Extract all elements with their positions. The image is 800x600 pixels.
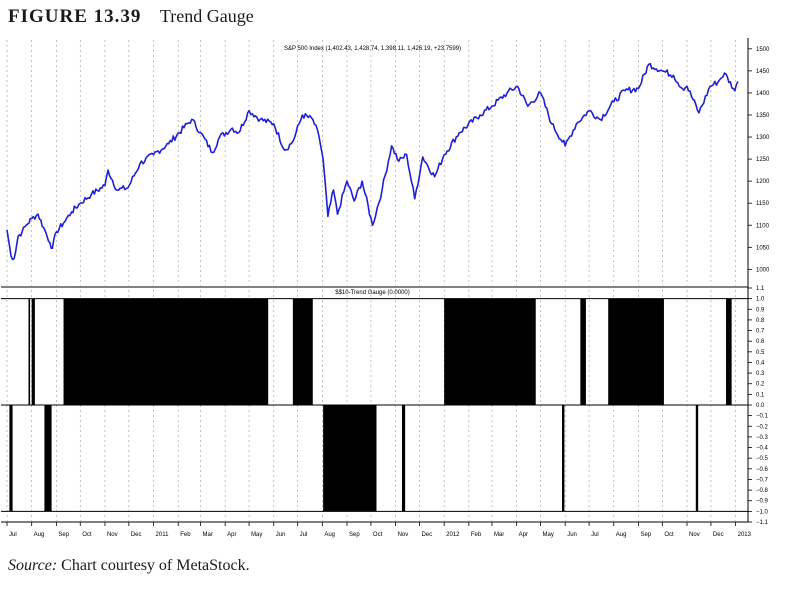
price-tick-label: 1350 [756, 113, 770, 119]
gauge-tick-label: −0.8 [756, 488, 769, 494]
date-tick-label: Feb [471, 532, 482, 538]
gauge-tick-label: 0.2 [756, 382, 765, 388]
date-tick-label: Nov [398, 532, 409, 538]
date-tick-label: 2011 [156, 532, 170, 538]
gauge-tick-label: −0.6 [756, 467, 769, 473]
price-tick-label: 1300 [756, 135, 770, 141]
date-tick-label: Nov [689, 532, 700, 538]
date-tick-label: Sep [349, 532, 360, 538]
gauge-block-positive [726, 298, 732, 405]
gauge-tick-label: 0.1 [756, 392, 765, 398]
gauge-block-negative [695, 405, 699, 512]
date-tick-label: Aug [616, 532, 627, 538]
gauge-tick-label: 0.0 [756, 403, 765, 409]
date-tick-label: Jul [300, 532, 308, 538]
gauge-block-negative [323, 405, 377, 512]
price-tick-label: 1150 [756, 201, 770, 207]
date-tick-label: Oct [664, 532, 674, 538]
gauge-tick-label: 0.8 [756, 318, 765, 324]
date-tick-label: Jul [591, 532, 599, 538]
date-tick-label: Dec [421, 532, 432, 538]
date-tick-label: Sep [640, 532, 651, 538]
date-tick-label: 2013 [738, 532, 752, 538]
gauge-tick-label: −0.9 [756, 499, 769, 505]
date-tick-label: Aug [34, 532, 45, 538]
date-tick-label: May [251, 532, 262, 538]
gauge-tick-label: 1.1 [756, 286, 765, 292]
gauge-block-positive [580, 298, 586, 405]
figure-title: FIGURE 13.39 Trend Gauge [8, 6, 254, 30]
gauge-block-positive [292, 298, 313, 405]
gauge-block-positive [63, 298, 269, 405]
date-tick-label: Aug [324, 532, 335, 538]
date-tick-label: Apr [227, 532, 236, 538]
price-panel-title: S&P 500 Index (1,402.43, 1,428.74, 1,398… [284, 46, 461, 52]
gauge-tick-label: −0.7 [756, 477, 769, 483]
gauge-block-positive [444, 298, 536, 405]
date-tick-label: Oct [373, 532, 383, 538]
gauge-tick-label: 0.3 [756, 371, 765, 377]
date-tick-label: Dec [713, 532, 724, 538]
date-tick-label: May [543, 532, 554, 538]
price-tick-label: 1250 [756, 157, 770, 163]
date-tick-label: Nov [107, 532, 118, 538]
gauge-block-positive [31, 298, 35, 405]
gauge-tick-label: 0.6 [756, 339, 765, 345]
date-tick-label: Jun [567, 532, 577, 538]
date-tick-label: Jul [9, 532, 17, 538]
date-tick-label: Mar [203, 532, 213, 538]
gauge-tick-label: 0.9 [756, 307, 765, 313]
price-line [6, 62, 739, 261]
gauge-tick-label: −0.4 [756, 446, 769, 452]
gauge-block-positive [28, 298, 31, 405]
figure-label: FIGURE 13.39 [8, 6, 142, 27]
gauge-tick-label: −0.2 [756, 424, 769, 430]
gauge-tick-label: 0.4 [756, 360, 765, 366]
date-tick-label: Apr [519, 532, 528, 538]
gauge-tick-label: −1.0 [756, 509, 769, 515]
price-tick-label: 1500 [756, 47, 770, 53]
price-tick-label: 1400 [756, 91, 770, 97]
source-text: Chart courtesy of MetaStock. [61, 557, 250, 574]
date-tick-label: 2012 [446, 532, 460, 538]
gauge-tick-label: −1.1 [756, 520, 769, 526]
price-tick-label: 1000 [756, 267, 770, 273]
gauge-tick-label: 0.7 [756, 329, 765, 335]
gauge-block-negative [401, 405, 406, 512]
price-tick-label: 1050 [756, 245, 770, 251]
date-tick-label: Mar [494, 532, 504, 538]
source-note: Source: Chart courtesy of MetaStock. [8, 557, 250, 575]
gauge-tick-label: 1.0 [756, 297, 765, 303]
price-tick-label: 1100 [756, 223, 770, 229]
gauge-block-negative [44, 405, 52, 512]
gauge-panel-title: $$10-Trend Gauge (0.0000) [335, 290, 410, 296]
date-tick-label: Sep [58, 532, 69, 538]
price-tick-label: 1450 [756, 69, 770, 75]
gauge-block-negative [562, 405, 565, 512]
date-tick-label: Jun [276, 532, 286, 538]
gauge-tick-label: −0.5 [756, 456, 769, 462]
date-tick-label: Oct [82, 532, 92, 538]
date-tick-label: Dec [131, 532, 142, 538]
gauge-tick-label: 0.5 [756, 350, 765, 356]
gauge-block-negative [9, 405, 13, 512]
price-tick-label: 1200 [756, 179, 770, 185]
date-tick-label: Feb [180, 532, 191, 538]
source-prefix: Source: [8, 557, 58, 574]
figure-name: Trend Gauge [159, 6, 254, 26]
gauge-block-positive [608, 298, 664, 405]
gauge-tick-label: −0.1 [756, 414, 769, 420]
gauge-tick-label: −0.3 [756, 435, 769, 441]
